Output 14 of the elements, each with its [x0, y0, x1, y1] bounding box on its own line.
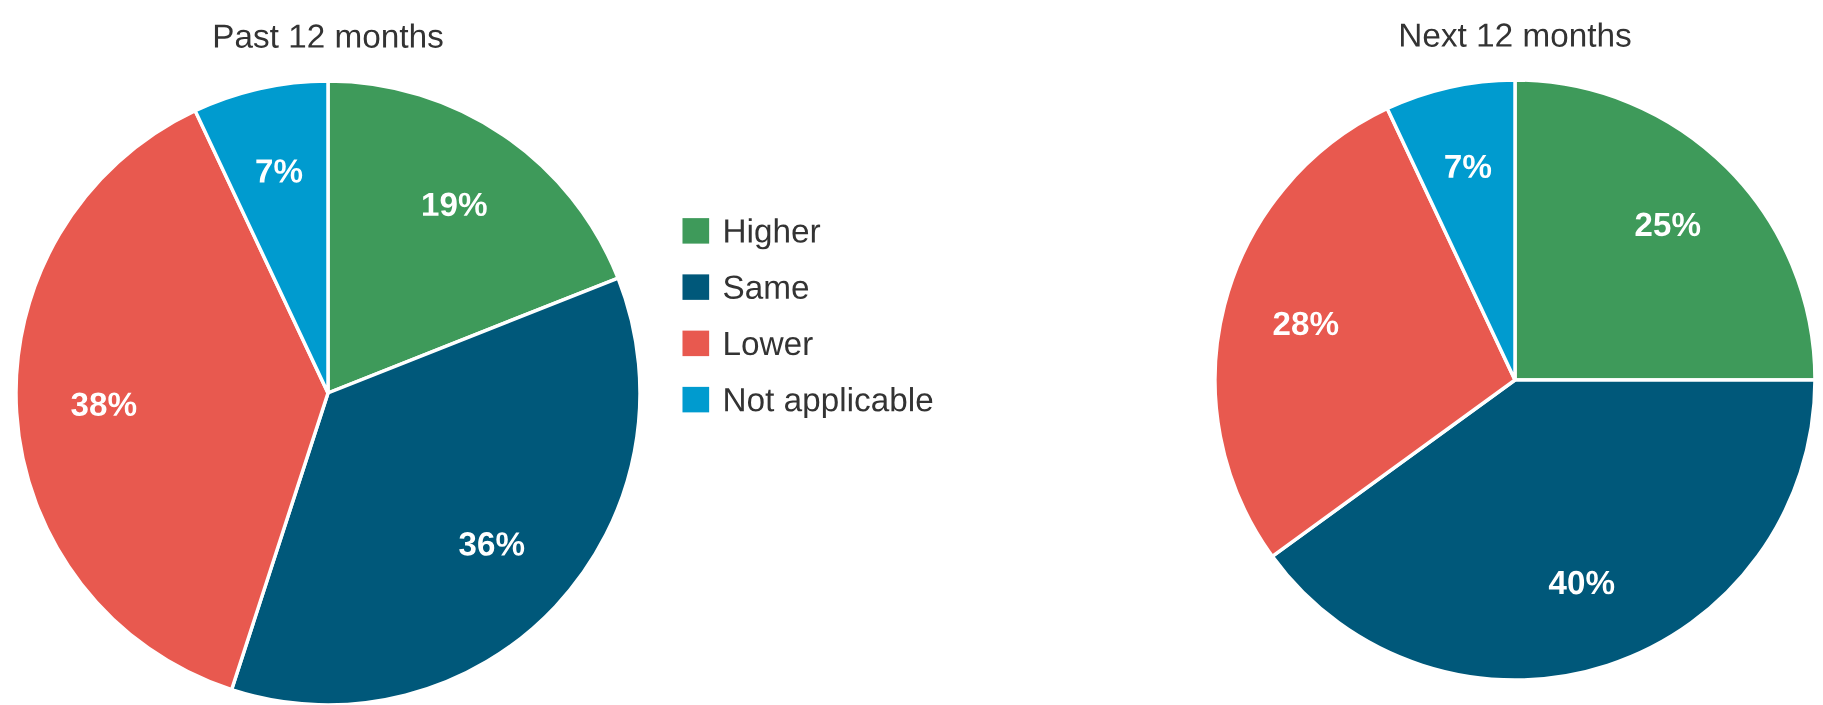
data-label: 25% [1635, 212, 1701, 237]
legend-label: Lower [725, 332, 813, 356]
legend-label: Same [724, 275, 809, 300]
data-label: 40% [1548, 570, 1615, 595]
chart-title: Past 12 months [214, 23, 443, 48]
legend-label: Not applicable [725, 387, 933, 419]
data-label: 36% [459, 532, 525, 556]
data-label: 28% [1273, 311, 1339, 336]
chart-title: Next 12 months [1401, 22, 1631, 47]
data-label: 38% [71, 392, 137, 417]
data-label: 7% [256, 159, 303, 183]
legend-label: Higher [725, 218, 821, 250]
data-label: 7% [1445, 154, 1492, 179]
data-label: 19% [423, 192, 487, 217]
